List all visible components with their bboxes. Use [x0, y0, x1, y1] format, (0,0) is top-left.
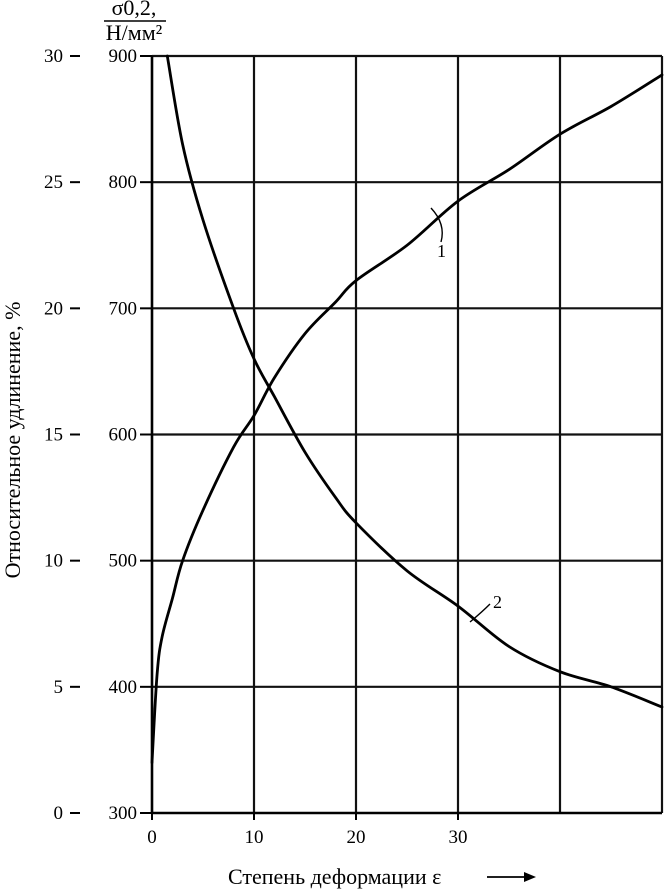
series-leader-2 [469, 603, 491, 623]
right-axis-tick-label: 900 [109, 46, 138, 67]
right-axis-title-top: σ0,2, [112, 0, 157, 20]
x-axis-tick-label: 10 [245, 827, 264, 848]
grid [152, 54, 664, 813]
left-axis-tick-label: 0 [54, 803, 64, 824]
x-axis-tick-label: 0 [147, 827, 157, 848]
x-axis-arrow [487, 872, 536, 882]
series-label-2: 2 [493, 592, 502, 612]
left-axis-tick-label: 5 [54, 677, 64, 698]
x-axis-tick-label: 20 [347, 827, 366, 848]
right-axis-tick-label: 500 [109, 551, 138, 572]
axes [70, 55, 662, 820]
right-axis-tick-label: 800 [109, 172, 138, 193]
right-axis-tick-label: 400 [109, 677, 138, 698]
right-axis-tick-label: 700 [109, 298, 138, 319]
x-axis-title: Степень деформации ε [228, 864, 441, 889]
left-axis-title: Относительное удлинение, % [0, 302, 25, 579]
series-label-1: 1 [437, 241, 446, 261]
right-axis-title-bottom: Н/мм² [106, 20, 163, 45]
right-axis-tick-label: 300 [109, 803, 138, 824]
left-axis-tick-label: 10 [44, 551, 63, 572]
series-line-2 [165, 54, 664, 709]
left-axis-tick-label: 25 [44, 172, 63, 193]
series-line-1 [150, 73, 664, 764]
series-leader-1 [430, 207, 443, 243]
series [150, 54, 664, 764]
x-axis-tick-label: 30 [449, 827, 468, 848]
left-axis-tick-label: 20 [44, 298, 63, 319]
right-axis-tick-label: 600 [109, 425, 138, 446]
left-axis-tick-label: 30 [44, 46, 63, 67]
labels: 0 5 10 15 20 25 30 300 400 500 600 700 800 900 0 10 20 30… [44, 46, 502, 848]
left-axis-tick-label: 15 [44, 425, 63, 446]
